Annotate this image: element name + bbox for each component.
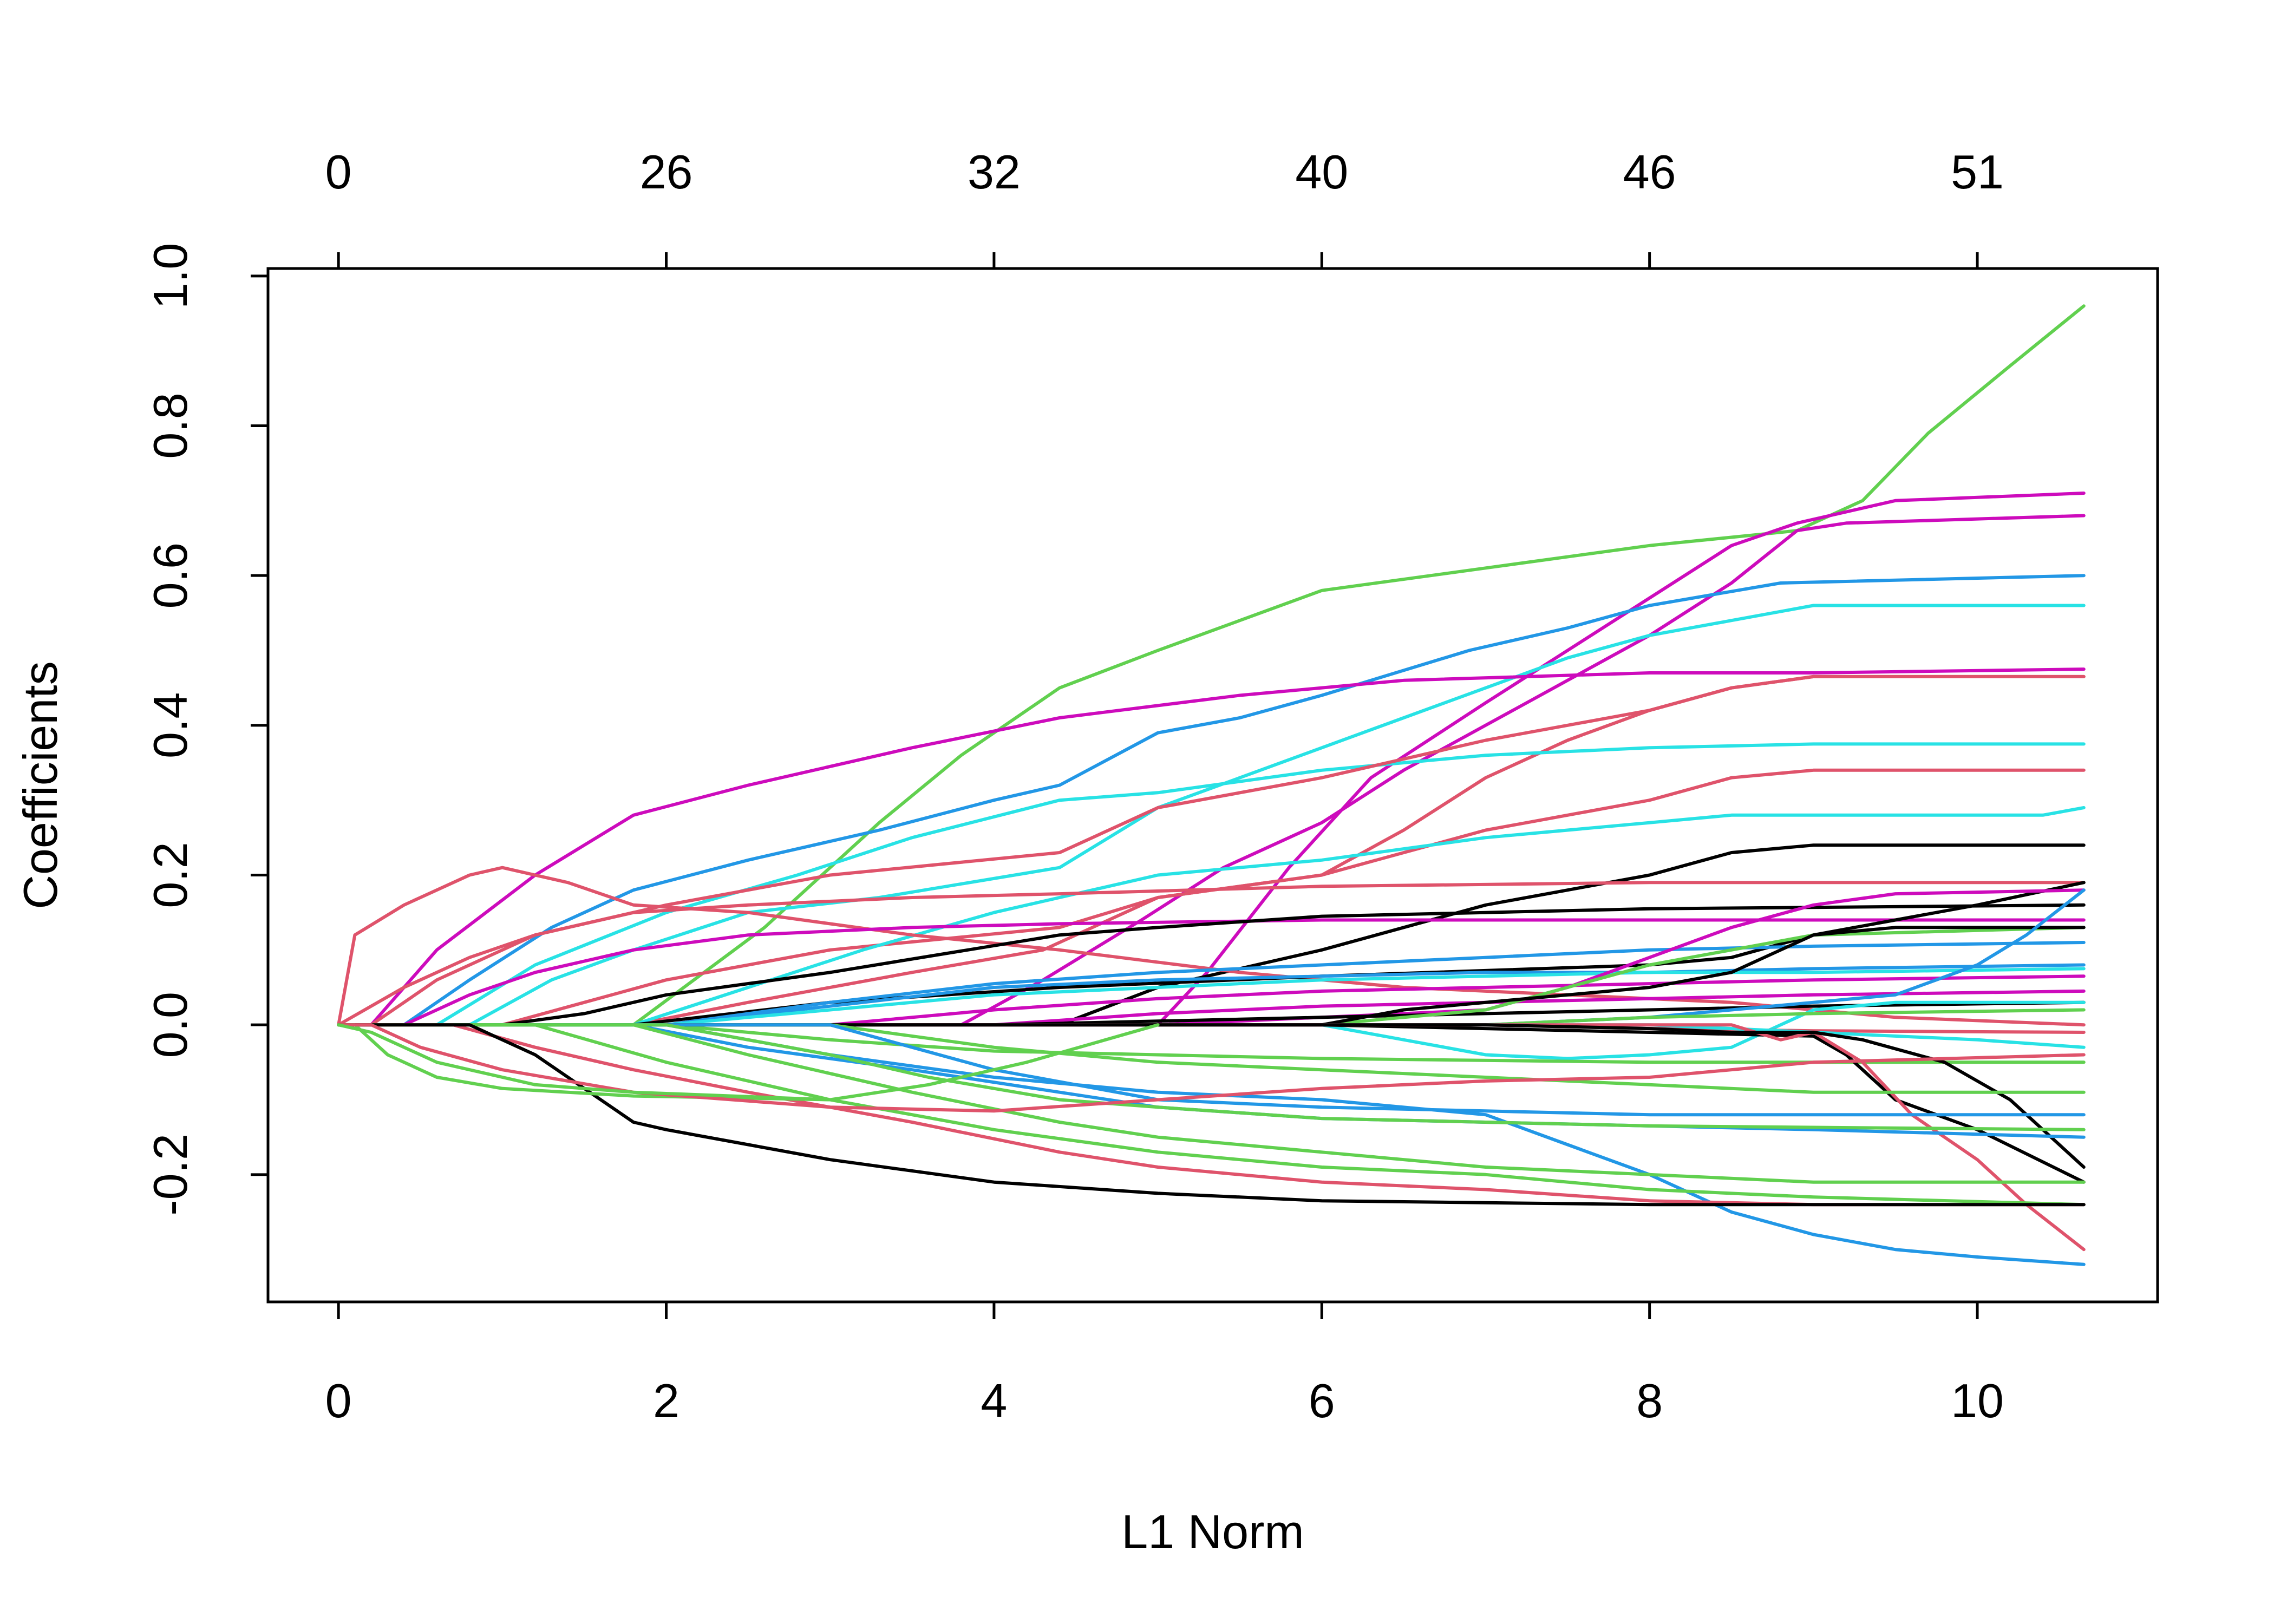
coefficient-path-13: [337, 866, 2086, 1027]
x-tick-label: 8: [1636, 1374, 1663, 1427]
coefficient-path-8: [337, 742, 2086, 1027]
coefficient-path-6: [337, 667, 2086, 1027]
coefficient-path-10: [337, 768, 2086, 1027]
coefficient-path-46: [337, 1023, 2086, 1113]
coefficient-path-43: [337, 1023, 2086, 1207]
top-tick-label: 46: [1623, 145, 1676, 199]
coefficient-path-42: [337, 1023, 2086, 1207]
coefficient-path-25: [337, 926, 2086, 1027]
coefficient-path-27: [337, 1000, 2086, 1060]
top-tick-label: 40: [1295, 145, 1348, 199]
coefficient-path-21: [337, 888, 2086, 1027]
bottom-axis: 0 2 4 6 8 10: [325, 1300, 2004, 1427]
coefficient-path-36: [337, 1023, 2086, 1094]
top-tick-label: 26: [640, 145, 693, 199]
x-axis-title: L1 Norm: [1121, 1505, 1304, 1558]
coefficient-paths: [337, 304, 2086, 1266]
y-tick-label: 0.0: [143, 992, 197, 1058]
left-axis: -0.2 0.0 0.2 0.4 0.6 0.8 1.0: [143, 243, 270, 1216]
coefficient-path-3: [337, 514, 2086, 1027]
x-tick-label: 6: [1309, 1374, 1335, 1427]
coefficient-path-4: [337, 574, 2086, 1027]
coefficient-path-9: [337, 675, 2086, 1027]
y-axis-title: Coefficients: [14, 661, 67, 909]
coefficient-path-37: [337, 1023, 2086, 1117]
coefficient-path-32: [337, 1023, 2086, 1064]
coefficient-path-14: [337, 881, 2086, 1027]
y-tick-label: 0.8: [143, 392, 197, 459]
top-tick-label: 51: [1951, 145, 2004, 199]
x-tick-label: 2: [653, 1374, 679, 1427]
coefficient-path-11: [337, 806, 2086, 1027]
coefficient-path-1: [337, 304, 2086, 1027]
top-tick-label: 32: [968, 145, 1021, 199]
coefficient-path-45: [337, 1023, 1160, 1102]
coefficient-path-5: [337, 604, 2086, 1027]
coefficient-path-38: [337, 1023, 2086, 1266]
x-tick-label: 0: [325, 1374, 352, 1427]
coefficient-path-34: [337, 1023, 2086, 1252]
y-tick-label: 0.2: [143, 842, 197, 908]
coefficient-path-44: [337, 1023, 2086, 1207]
coefficient-path-22: [337, 974, 2086, 1027]
y-tick-label: -0.2: [143, 1134, 197, 1216]
coefficient-path-18: [337, 941, 2086, 1027]
x-tick-label: 10: [1951, 1374, 2004, 1427]
coefficient-path-47: [337, 1023, 832, 1102]
top-axis: 0 26 32 40 46 51: [325, 145, 2004, 270]
y-tick-label: 0.6: [143, 542, 197, 608]
coefficient-path-19: [337, 963, 2086, 1027]
coefficient-path-26: [337, 926, 2086, 1027]
coefficient-path-15: [337, 918, 2086, 1027]
x-tick-label: 4: [981, 1374, 1007, 1427]
top-tick-label: 0: [325, 145, 352, 199]
coefficient-path-16: [337, 903, 2086, 1027]
y-tick-label: 0.4: [143, 692, 197, 758]
coefficient-path-35: [337, 1023, 2086, 1169]
coefficient-path-41: [337, 1023, 2086, 1184]
y-tick-label: 1.0: [143, 243, 197, 309]
